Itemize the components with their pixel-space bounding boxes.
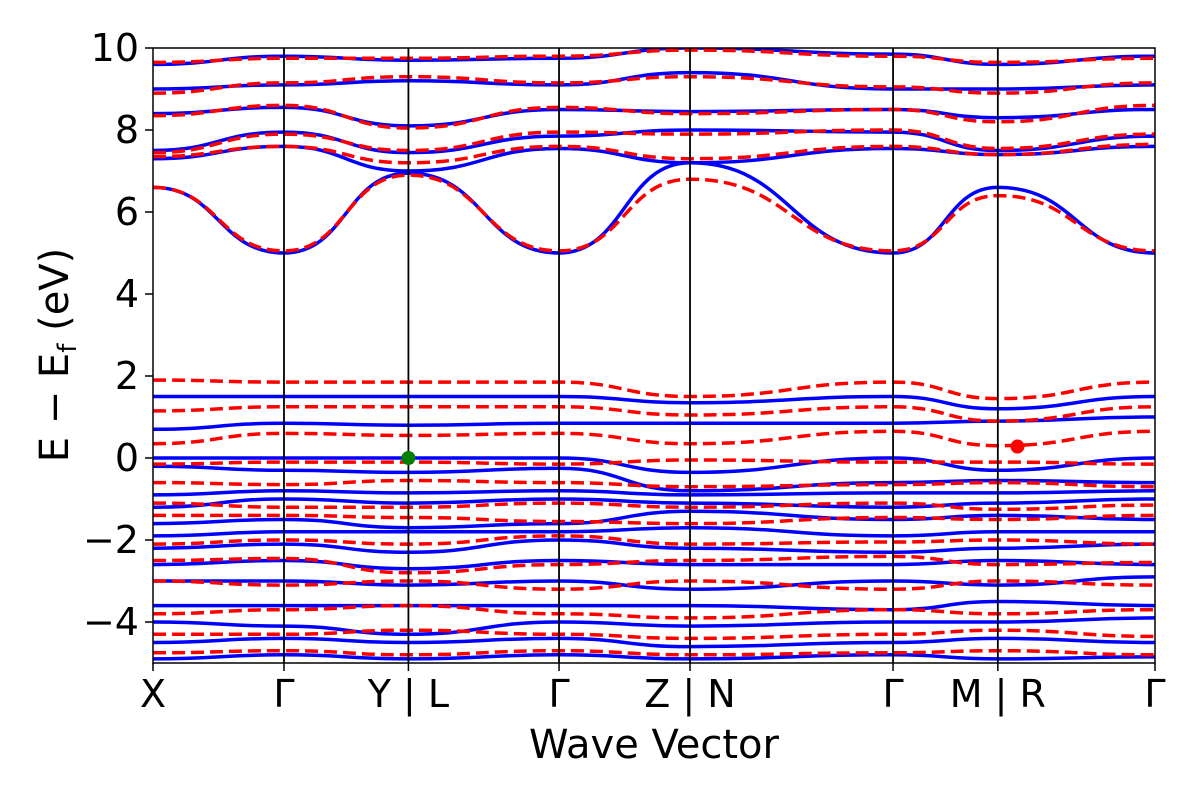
band-line: [153, 653, 1155, 661]
band-line: [153, 103, 1155, 130]
y-tick-label: 6: [115, 190, 139, 234]
y-axis-ticks: −4 −2 0 2 4 6 8 10: [83, 26, 153, 644]
kpoint-divider-lines: [283, 48, 999, 663]
band-line: [153, 405, 1155, 423]
y-tick-label: 10: [91, 26, 139, 70]
band-line: [153, 489, 1155, 497]
band-line: [153, 616, 1155, 637]
band-line: [153, 74, 1155, 95]
y-tick-label: 4: [115, 272, 139, 316]
band-line: [153, 525, 1155, 538]
y-axis-label-unit: (eV): [32, 248, 78, 344]
y-axis-label-main: E − E: [32, 353, 78, 463]
x-axis-ticks: X Γ Y | L Γ Z | N Γ M | R Γ: [140, 663, 1166, 717]
band-line: [153, 501, 1155, 512]
band-line: [153, 497, 1155, 509]
band-line: [153, 628, 1155, 641]
band-line: [153, 161, 1155, 255]
band-line: [153, 70, 1155, 91]
cbm-marker: [1010, 439, 1025, 454]
band-line: [153, 579, 1155, 591]
vbm-marker: [401, 451, 416, 465]
x-tick-label: Γ: [1144, 672, 1165, 716]
series-2: [153, 48, 1155, 657]
band-line: [153, 378, 1155, 401]
band-line: [153, 636, 1155, 649]
band-line: [153, 48, 1155, 65]
bands-layer: [153, 48, 1155, 661]
band-line: [153, 142, 1155, 165]
band-line: [153, 575, 1155, 591]
x-tick-label: Γ: [273, 672, 294, 716]
x-tick-label: Y | L: [367, 672, 449, 717]
band-line: [153, 599, 1155, 612]
plot-frame: [152, 47, 1156, 664]
y-tick-label: −2: [83, 518, 139, 562]
x-tick-label: Γ: [548, 672, 569, 716]
band-line: [153, 128, 1155, 155]
band-line: [153, 554, 1155, 575]
band-line: [153, 464, 1155, 493]
band-line: [153, 394, 1155, 411]
band-line: [153, 429, 1155, 448]
band-line: [153, 603, 1155, 620]
band-line: [153, 458, 1155, 466]
y-axis-label: E − Ef (eV): [32, 248, 83, 463]
band-line: [153, 648, 1155, 657]
y-tick-label: −4: [83, 600, 139, 644]
band-line: [153, 513, 1155, 526]
y-axis-label-sub: f: [53, 343, 83, 353]
band-line: [153, 538, 1155, 555]
band-line: [153, 415, 1155, 432]
x-tick-label: X: [140, 672, 166, 716]
band-line: [153, 478, 1155, 489]
x-tick-label: M | R: [950, 672, 1046, 717]
x-axis-label: Wave Vector: [529, 722, 780, 768]
x-tick-label: Z | N: [644, 672, 735, 717]
series-1: [153, 48, 1155, 661]
markers-layer: [401, 439, 1025, 465]
x-tick-label: Γ: [882, 672, 903, 716]
band-line: [153, 509, 1155, 530]
band-line: [153, 456, 1155, 475]
y-tick-label: 8: [115, 108, 139, 152]
y-tick-label: 0: [115, 436, 139, 480]
band-line: [153, 173, 1155, 253]
band-line: [153, 534, 1155, 546]
y-tick-label: 2: [115, 354, 139, 398]
